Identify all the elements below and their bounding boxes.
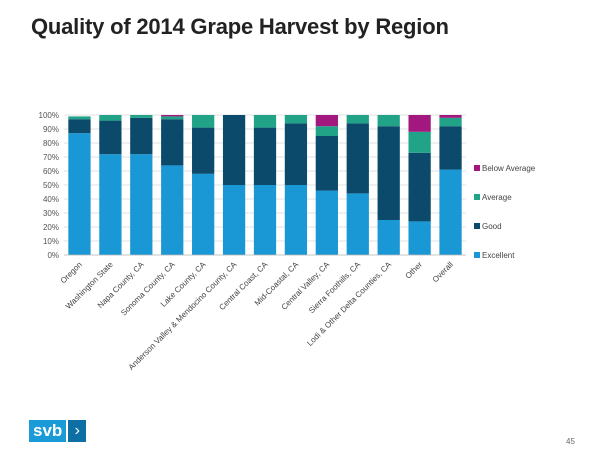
bar-segment-excellent [284, 185, 308, 255]
bar-segment-good [284, 123, 308, 185]
bar-segment-average [377, 115, 400, 127]
x-tick-label: Overall [431, 260, 455, 284]
bar-segment-good [346, 123, 369, 194]
bar-segment-excellent [161, 165, 184, 255]
bar-segment-excellent [192, 173, 215, 255]
y-tick-label: 100% [39, 111, 59, 120]
bar-segment-average [284, 115, 308, 124]
bar-segment-average [130, 115, 153, 118]
bar-segment-good [68, 119, 91, 134]
y-tick-label: 80% [43, 139, 59, 148]
svb-logo: svb › [29, 420, 87, 442]
bar-segment-average [408, 131, 431, 153]
bar-segment-good [130, 117, 153, 155]
bar-segment-excellent [99, 154, 122, 255]
legend-label: Average [482, 193, 512, 202]
y-tick-label: 40% [43, 195, 59, 204]
x-tick-label: Anderson Valley & Mendocino County, CA [127, 260, 239, 372]
bar-segment-excellent [68, 133, 91, 255]
bar-segment-good [315, 136, 338, 191]
y-tick-label: 60% [43, 167, 59, 176]
bar-segment-average [253, 115, 277, 128]
bar-segment-good [192, 127, 215, 174]
bar-segment-excellent [130, 154, 153, 255]
y-tick-label: 90% [43, 125, 59, 134]
bar-segment-average [439, 117, 462, 127]
bar-segment-below-average [408, 115, 431, 132]
logo-text: svb [29, 420, 67, 442]
legend-swatch [474, 252, 480, 258]
page-number: 45 [566, 437, 575, 446]
bar-segment-excellent [346, 193, 369, 255]
y-tick-label: 10% [43, 237, 59, 246]
bar-segment-good [161, 119, 184, 166]
bar-segment-good [408, 152, 431, 222]
bar-segment-excellent [253, 185, 277, 255]
y-tick-label: 20% [43, 223, 59, 232]
bar-segment-excellent [315, 190, 338, 255]
y-tick-label: 50% [43, 181, 59, 190]
slide-title: Quality of 2014 Grape Harvest by Region [31, 14, 449, 39]
bar-segment-excellent [439, 169, 462, 255]
bar-segment-good [99, 120, 122, 155]
y-tick-label: 70% [43, 153, 59, 162]
bar-segment-good [439, 126, 462, 170]
legend-label: Below Average [482, 164, 536, 173]
y-tick-label: 0% [47, 251, 59, 260]
bar-segment-below-average [315, 115, 338, 127]
bar-segment-below-average [439, 115, 462, 118]
legend-swatch [474, 223, 480, 229]
legend-swatch [474, 165, 480, 171]
bar-segment-excellent [222, 185, 246, 255]
x-tick-label: Oregon [59, 260, 84, 285]
bar-segment-average [315, 126, 338, 136]
bar-segment-average [192, 115, 215, 128]
bar-segment-good [222, 115, 246, 185]
bar-segment-below-average [161, 115, 184, 117]
bar-segment-good [253, 127, 277, 185]
legend-label: Good [482, 222, 502, 231]
legend-label: Excellent [482, 251, 515, 260]
bar-segment-excellent [377, 220, 400, 255]
bar-segment-average [161, 116, 184, 120]
y-tick-label: 30% [43, 209, 59, 218]
bar-segment-average [68, 116, 91, 120]
bar-segment-average [99, 115, 122, 121]
bar-segment-excellent [408, 221, 431, 255]
x-tick-label: Sierra Foothills, CA [307, 260, 363, 316]
legend-swatch [474, 194, 480, 200]
x-tick-label: Other [404, 260, 425, 281]
bar-segment-good [377, 126, 400, 220]
x-tick-label: Sonoma County, CA [119, 260, 177, 318]
chevron-right-icon: › [68, 420, 87, 442]
bar-segment-average [346, 115, 369, 124]
